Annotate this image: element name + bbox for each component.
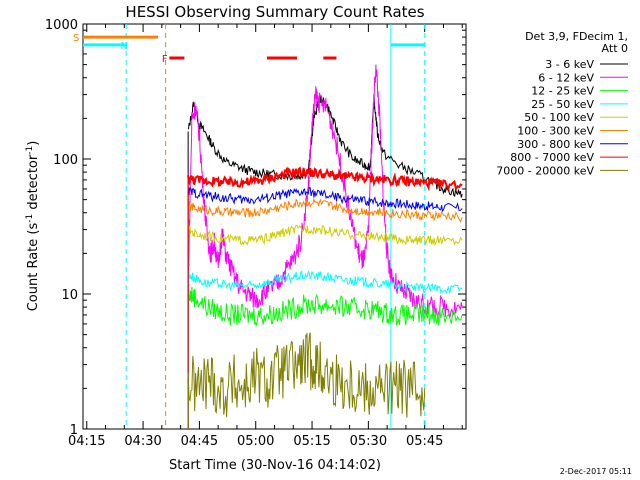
- segment-label-S: S: [73, 33, 79, 44]
- series-line: [187, 224, 463, 247]
- legend-label: 7000 - 20000 keV: [496, 164, 594, 177]
- legend-label: 3 - 6 keV: [545, 58, 594, 71]
- legend-label: 12 - 25 keV: [531, 85, 594, 98]
- legend-label: 800 - 7000 keV: [510, 151, 594, 164]
- legend-label: 100 - 300 keV: [517, 125, 594, 138]
- series-line: [187, 166, 463, 192]
- vertical-markers: [125, 24, 426, 429]
- legend-header-2: Att 0: [602, 42, 628, 55]
- series-line: [187, 286, 463, 327]
- x-tick-label: 05:45: [406, 434, 443, 449]
- y-axis-label: Count Rate (s-1 detector-1): [25, 141, 41, 312]
- x-tick-label: 04:45: [181, 434, 218, 449]
- legend-header-1: Det 3,9, FDecim 1,: [525, 30, 628, 43]
- flag-segments: S N F: [73, 33, 425, 65]
- x-tick-label: 05:00: [237, 434, 274, 449]
- x-tick-label: 05:15: [293, 434, 330, 449]
- y-tick-label: 1: [70, 423, 78, 438]
- x-tick-label: 05:30: [350, 434, 387, 449]
- segment-label-N: N: [121, 41, 128, 52]
- y-tick-label: 100: [53, 153, 78, 168]
- segment-label-F: F: [162, 54, 168, 65]
- legend-label: 6 - 12 keV: [538, 71, 594, 84]
- legend-label: 300 - 800 keV: [517, 138, 594, 151]
- legend-label: 25 - 50 keV: [531, 98, 594, 111]
- series-lines: [187, 64, 463, 429]
- series-line: [187, 186, 463, 213]
- series-line: [187, 270, 463, 295]
- series-line: [187, 332, 426, 418]
- x-axis-label: Start Time (30-Nov-16 04:14:02): [169, 458, 381, 473]
- chart-title: HESSI Observing Summary Count Rates: [125, 3, 424, 21]
- footer-date: 2-Dec-2017 05:11: [560, 467, 632, 476]
- y-tick-label: 10: [61, 288, 78, 303]
- axes: 1 10 100 1000 04:15 04:30 04:45 05:00 05:15 05:30…: [45, 18, 466, 449]
- x-tick-label: 04:15: [68, 434, 105, 449]
- x-tick-label: 04:30: [124, 434, 161, 449]
- series-line: [187, 197, 463, 223]
- legend-label: 50 - 100 keV: [524, 111, 594, 124]
- series-line: [187, 64, 463, 319]
- y-tick-label: 1000: [45, 18, 78, 33]
